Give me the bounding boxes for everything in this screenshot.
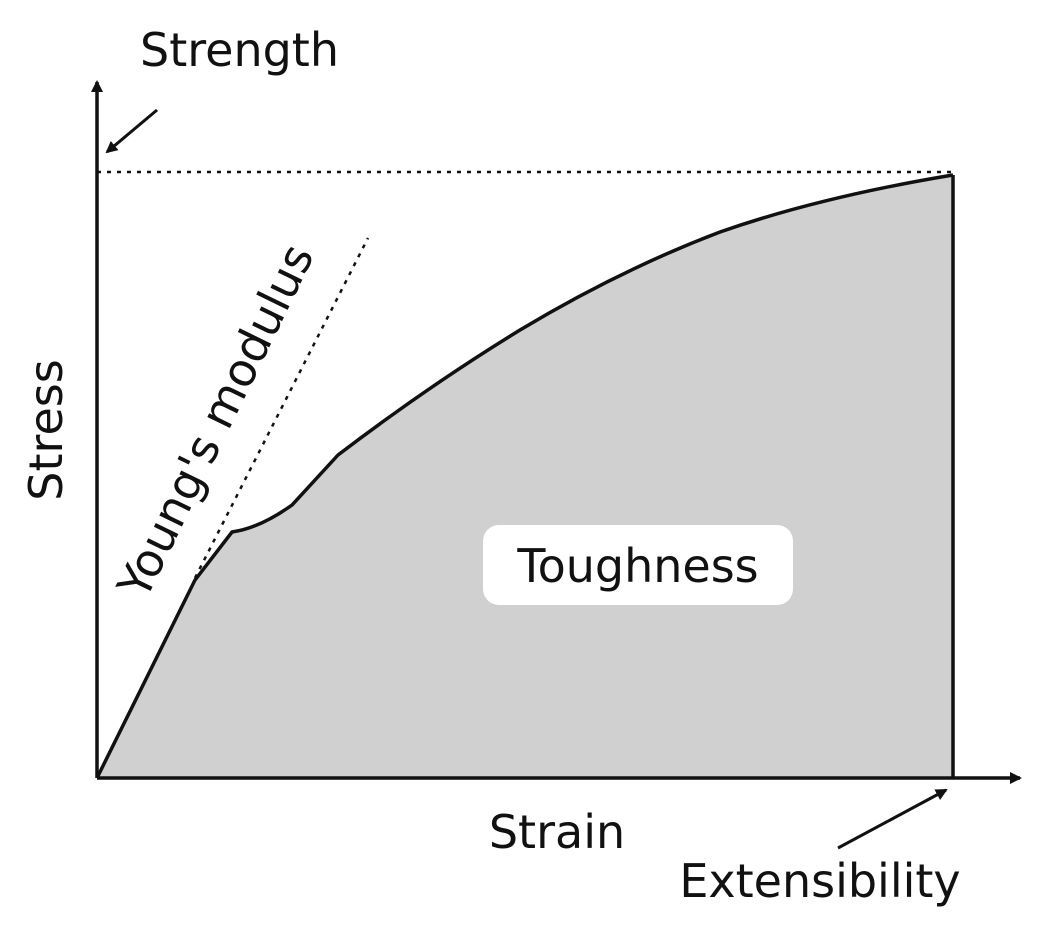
toughness-label: Toughness xyxy=(516,539,758,593)
strain-axis-label: Strain xyxy=(489,805,625,859)
extensibility-pointer-arrow xyxy=(837,788,948,850)
stress-strain-curve xyxy=(95,173,954,779)
extensibility-label: Extensibility xyxy=(679,854,960,908)
youngs-modulus-dotted-line xyxy=(193,237,370,579)
stress-axis-label: Stress xyxy=(19,359,73,500)
toughness-label-box xyxy=(483,525,793,605)
toughness-area xyxy=(97,175,953,778)
strength-pointer-arrow xyxy=(105,108,158,154)
strength-label: Strength xyxy=(140,23,339,77)
